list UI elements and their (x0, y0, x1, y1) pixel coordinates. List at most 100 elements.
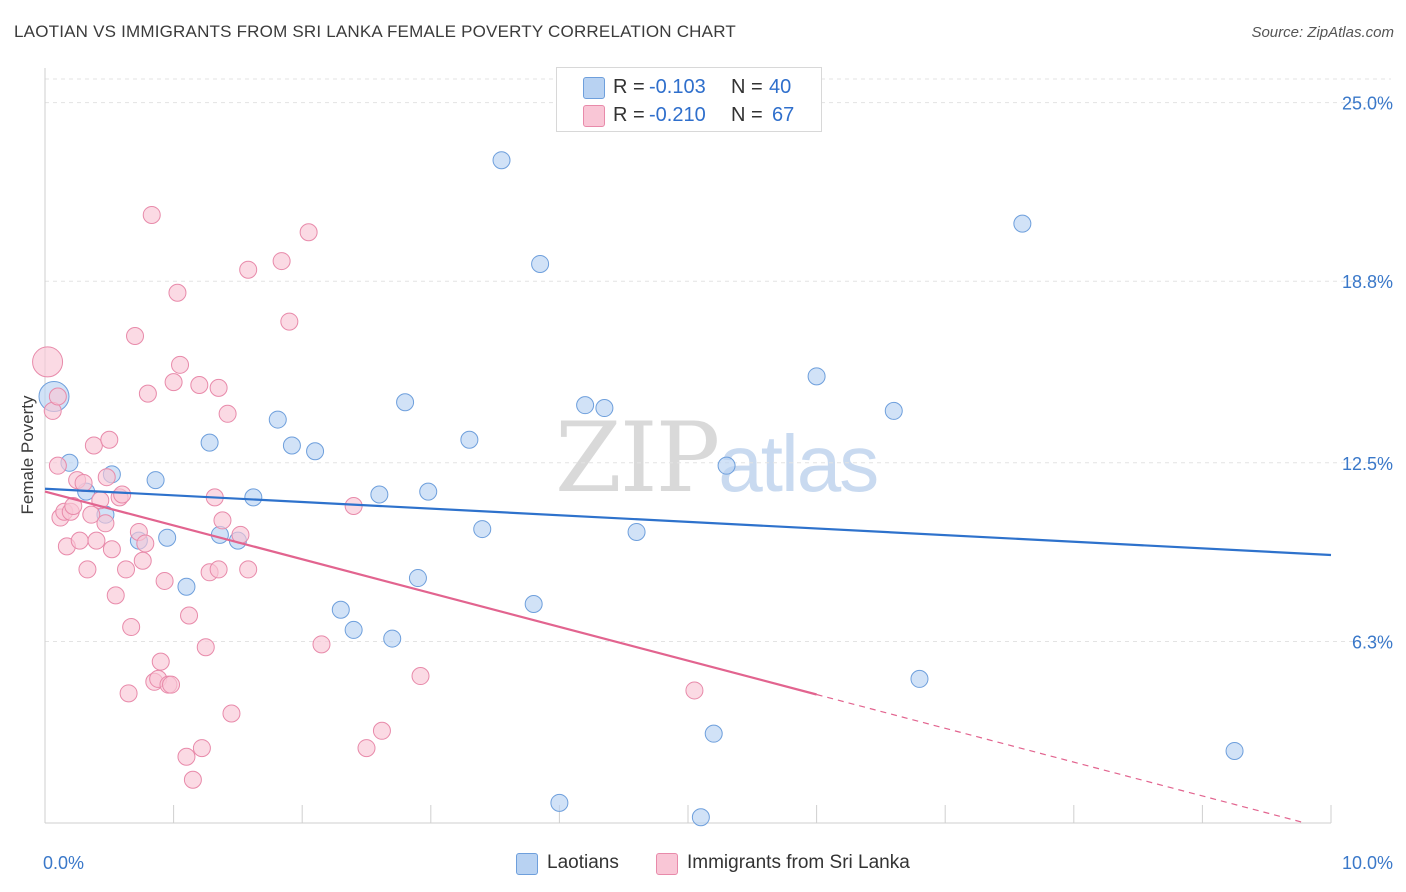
srilanka-point (222, 704, 241, 723)
stats-swatch-laotians (583, 77, 605, 99)
srilanka-point (113, 485, 132, 504)
srilanka-point (70, 531, 89, 550)
stats-n-value-laotians: 40 (769, 76, 792, 98)
laotian-point (396, 393, 415, 412)
y-tick-label: 25.0% (1342, 94, 1393, 114)
stats-n-value-srilanka: 67 (772, 104, 795, 126)
stats-r-value-laotians: -0.103 (649, 76, 706, 98)
stats-n-label-srilanka: N = (731, 104, 763, 126)
srilanka-point (136, 534, 155, 553)
srilanka-point (97, 468, 116, 487)
stats-r-value-srilanka: -0.210 (649, 104, 706, 126)
laotian-point (1013, 214, 1032, 233)
srilanka-point (164, 373, 183, 392)
legend: Laotians Immigrants from Sri Lanka (0, 852, 1406, 878)
srilanka-point (213, 511, 232, 530)
legend-label-laotians: Laotians (547, 852, 619, 873)
srilanka-point (155, 571, 174, 590)
laotian-point (884, 401, 903, 420)
legend-swatch-srilanka (656, 853, 678, 875)
srilanka-point (32, 346, 64, 378)
stats-r-label-srilanka: R = (613, 104, 645, 126)
srilanka-point (102, 540, 121, 559)
laotian-point (807, 367, 826, 386)
srilanka-point (151, 652, 170, 671)
srilanka-point (299, 223, 318, 242)
srilanka-point (126, 326, 145, 345)
laotian-point (282, 436, 301, 455)
srilanka-point (48, 456, 67, 475)
x-tick-label: 0.0% (43, 853, 84, 873)
srilanka-point (312, 635, 331, 654)
laotian-point (473, 520, 492, 539)
srilanka-point (48, 387, 67, 406)
laotian-point (146, 471, 165, 490)
laotian-point (627, 522, 646, 541)
srilanka-point (209, 560, 228, 579)
laotian-point (550, 793, 569, 812)
y-tick-label: 12.5% (1342, 454, 1393, 474)
laotian-point (344, 620, 363, 639)
laotian-trendline (44, 487, 1332, 557)
srilanka-point (74, 473, 93, 492)
laotian-point (704, 724, 723, 743)
srilanka-point (192, 739, 211, 758)
srilanka-point (78, 560, 97, 579)
srilanka-point (106, 586, 125, 605)
srilanka-point (685, 681, 704, 700)
legend-label-srilanka: Immigrants from Sri Lanka (687, 852, 910, 873)
laotian-point (244, 488, 263, 507)
stats-n-label-laotians: N = (731, 76, 763, 98)
srilanka-point (142, 205, 161, 224)
srilanka-point (138, 384, 157, 403)
srilanka-point (177, 747, 196, 766)
laotian-point (717, 456, 736, 475)
stats-swatch-srilanka (583, 105, 605, 127)
srilanka-point (133, 551, 152, 570)
srilanka-point (96, 514, 115, 533)
laotian-point (268, 410, 287, 429)
srilanka-point (87, 531, 106, 550)
laotian-point (370, 485, 389, 504)
y-tick-label: 6.3% (1352, 632, 1393, 652)
srilanka-point (183, 770, 202, 789)
srilanka-trendline (44, 490, 817, 696)
srilanka-point (64, 497, 83, 516)
srilanka-point (180, 606, 199, 625)
x-tick-label: 10.0% (1342, 853, 1393, 873)
srilanka-point (196, 638, 215, 657)
laotian-point (383, 629, 402, 648)
srilanka-point (272, 252, 291, 271)
laotian-point (492, 151, 511, 170)
laotian-point (408, 569, 427, 588)
srilanka-point (122, 618, 141, 637)
srilanka-point (209, 378, 228, 397)
srilanka-point (190, 375, 209, 394)
srilanka-point (100, 430, 119, 449)
srilanka-point (218, 404, 237, 423)
laotian-point (331, 600, 350, 619)
laotian-point (576, 396, 595, 415)
source-label: Source: ZipAtlas.com (1251, 24, 1394, 41)
laotian-point (419, 482, 438, 501)
laotian-point (158, 528, 177, 547)
srilanka-point (280, 312, 299, 331)
laotian-point (306, 442, 325, 461)
laotian-point (460, 430, 479, 449)
srilanka-point (411, 667, 430, 686)
y-tick-label: 18.8% (1342, 272, 1393, 292)
srilanka-point (171, 355, 190, 374)
srilanka-trendline-extension (816, 693, 1306, 824)
stats-box: R = -0.103 N = 40 R = -0.210 N = 67 (556, 67, 822, 132)
srilanka-point (84, 436, 103, 455)
srilanka-point (357, 739, 376, 758)
srilanka-point (162, 675, 181, 694)
laotian-point (177, 577, 196, 596)
laotian-point (531, 254, 550, 273)
legend-swatch-laotians (516, 853, 538, 875)
srilanka-point (239, 260, 258, 279)
srilanka-point (372, 721, 391, 740)
srilanka-point (117, 560, 136, 579)
laotian-point (691, 808, 710, 827)
laotian-point (524, 594, 543, 613)
